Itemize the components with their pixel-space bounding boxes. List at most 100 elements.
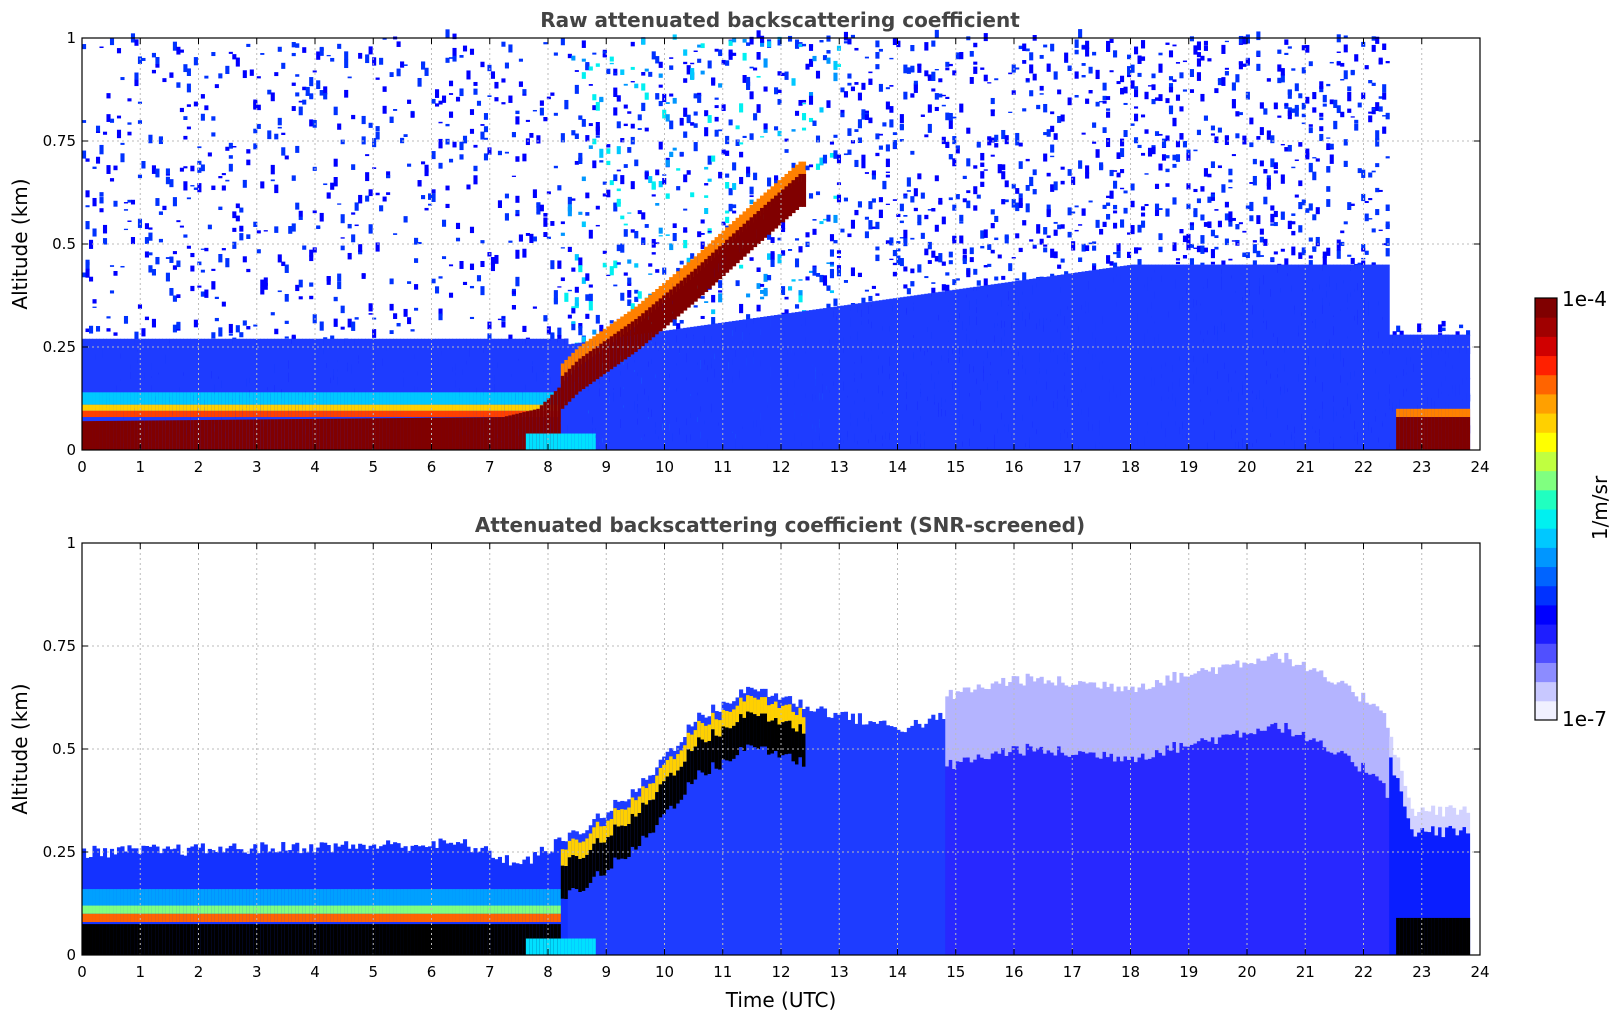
screened-x-tick-label: 2 — [194, 963, 204, 981]
raw-x-tick-label: 18 — [1121, 458, 1140, 476]
screened-y-tick-label: 1 — [66, 534, 76, 552]
colorbar-swatch — [1535, 528, 1557, 548]
raw-y-tick-label: 0.75 — [43, 132, 76, 150]
raw-x-tick-label: 21 — [1296, 458, 1315, 476]
raw-panel-title: Raw attenuated backscattering coefficien… — [540, 8, 1020, 32]
screened-backscatter-panel: Attenuated backscattering coefficient (S… — [8, 513, 1490, 1012]
colorbar-swatch — [1535, 413, 1557, 433]
raw-x-tick-label: 22 — [1354, 458, 1373, 476]
screened-x-tick-label: 18 — [1121, 963, 1140, 981]
screened-x-axis: 0 1 2 3 4 5 6 7 8 9 10 11 12 13 14 15 16 17 18 19 20 21 22 23 24 — [77, 543, 1490, 981]
screened-x-tick-label: 10 — [655, 963, 674, 981]
x-axis-label: Time (UTC) — [725, 988, 837, 1012]
raw-x-tick-label: 1 — [135, 458, 145, 476]
screened-y-tick-label: 0 — [66, 946, 76, 964]
screened-x-tick-label: 7 — [485, 963, 495, 981]
screened-x-tick-label: 9 — [601, 963, 611, 981]
screened-grid — [82, 543, 1480, 955]
colorbar-frame — [1534, 297, 1558, 721]
colorbar-min-label: 1e-7 — [1562, 707, 1607, 731]
raw-x-tick-label: 0 — [77, 458, 87, 476]
colorbar-swatch — [1535, 317, 1557, 337]
colorbar-swatch — [1535, 585, 1557, 606]
raw-x-tick-label: 20 — [1237, 458, 1256, 476]
colorbar-scale — [1535, 298, 1557, 721]
colorbar-swatch — [1535, 451, 1557, 472]
screened-x-tick-label: 3 — [252, 963, 262, 981]
colorbar-swatch — [1535, 470, 1557, 491]
raw-y-axis-label: Altitude (km) — [8, 178, 32, 309]
raw-y-tick-label: 0 — [66, 441, 76, 459]
raw-heatmap — [82, 29, 1471, 450]
screened-x-tick-label: 1 — [135, 963, 145, 981]
raw-x-axis: 0 1 2 3 4 5 6 7 8 9 10 11 12 13 14 15 16 17 18 19 20 21 22 23 24 — [77, 38, 1490, 476]
raw-x-tick-label: 12 — [771, 458, 790, 476]
raw-x-tick-label: 17 — [1063, 458, 1082, 476]
screened-x-tick-label: 21 — [1296, 963, 1315, 981]
raw-x-tick-label: 14 — [888, 458, 907, 476]
colorbar-swatch — [1535, 298, 1557, 318]
raw-backscatter-panel: Raw attenuated backscattering coefficien… — [8, 8, 1490, 476]
raw-x-tick-label: 23 — [1412, 458, 1431, 476]
screened-x-tick-label: 4 — [310, 963, 320, 981]
screened-y-tick-label: 0.75 — [43, 637, 76, 655]
screened-y-axis: 0 0.25 0.5 0.75 1 — [43, 534, 1480, 964]
raw-x-tick-label: 6 — [427, 458, 437, 476]
colorbar-swatch — [1535, 489, 1557, 510]
raw-y-axis: 0 0.25 0.5 0.75 1 — [43, 29, 1480, 459]
screened-x-tick-label: 17 — [1063, 963, 1082, 981]
screened-x-tick-label: 13 — [830, 963, 849, 981]
raw-x-tick-label: 5 — [368, 458, 378, 476]
raw-x-tick-label: 19 — [1179, 458, 1198, 476]
raw-x-tick-label: 24 — [1470, 458, 1489, 476]
colorbar: 1e-4 1e-7 1/m/sr — [1534, 287, 1612, 731]
raw-x-tick-label: 8 — [543, 458, 553, 476]
screened-y-tick-label: 0.5 — [52, 740, 76, 758]
raw-y-tick-label: 1 — [66, 29, 76, 47]
screened-x-tick-label: 20 — [1237, 963, 1256, 981]
screened-heatmap — [82, 652, 1471, 955]
colorbar-swatch — [1535, 355, 1557, 376]
colorbar-swatch — [1535, 604, 1557, 625]
raw-x-tick-label: 2 — [194, 458, 204, 476]
raw-x-tick-label: 4 — [310, 458, 320, 476]
raw-x-tick-label: 10 — [655, 458, 674, 476]
raw-x-tick-label: 16 — [1004, 458, 1023, 476]
raw-x-tick-label: 3 — [252, 458, 262, 476]
screened-x-tick-label: 24 — [1470, 963, 1489, 981]
raw-x-tick-label: 7 — [485, 458, 495, 476]
colorbar-swatch — [1535, 374, 1557, 395]
screened-x-tick-label: 23 — [1412, 963, 1431, 981]
raw-y-tick-label: 0.5 — [52, 235, 76, 253]
raw-grid — [82, 38, 1480, 450]
screened-panel-title: Attenuated backscattering coefficient (S… — [475, 513, 1085, 537]
colorbar-swatch — [1535, 547, 1557, 568]
screened-x-tick-label: 11 — [713, 963, 732, 981]
colorbar-unit-label: 1/m/sr — [1588, 475, 1612, 540]
screened-x-tick-label: 0 — [77, 963, 87, 981]
screened-x-tick-label: 22 — [1354, 963, 1373, 981]
screened-x-tick-label: 19 — [1179, 963, 1198, 981]
colorbar-swatch — [1535, 700, 1557, 721]
raw-x-tick-label: 11 — [713, 458, 732, 476]
colorbar-max-label: 1e-4 — [1562, 287, 1607, 311]
screened-x-tick-label: 5 — [368, 963, 378, 981]
colorbar-swatch — [1535, 336, 1557, 357]
colorbar-swatch — [1535, 432, 1557, 452]
screened-y-axis-label: Altitude (km) — [8, 683, 32, 814]
colorbar-swatch — [1535, 624, 1557, 644]
screened-y-tick-label: 0.25 — [43, 843, 76, 861]
colorbar-swatch — [1535, 681, 1557, 702]
raw-x-tick-label: 13 — [830, 458, 849, 476]
colorbar-swatch — [1535, 566, 1557, 587]
raw-x-tick-label: 9 — [601, 458, 611, 476]
screened-x-tick-label: 12 — [771, 963, 790, 981]
screened-x-tick-label: 6 — [427, 963, 437, 981]
raw-y-tick-label: 0.25 — [43, 338, 76, 356]
colorbar-swatch — [1535, 509, 1557, 529]
colorbar-swatch — [1535, 643, 1557, 663]
colorbar-swatch — [1535, 393, 1557, 414]
screened-x-tick-label: 8 — [543, 963, 553, 981]
screened-x-tick-label: 14 — [888, 963, 907, 981]
